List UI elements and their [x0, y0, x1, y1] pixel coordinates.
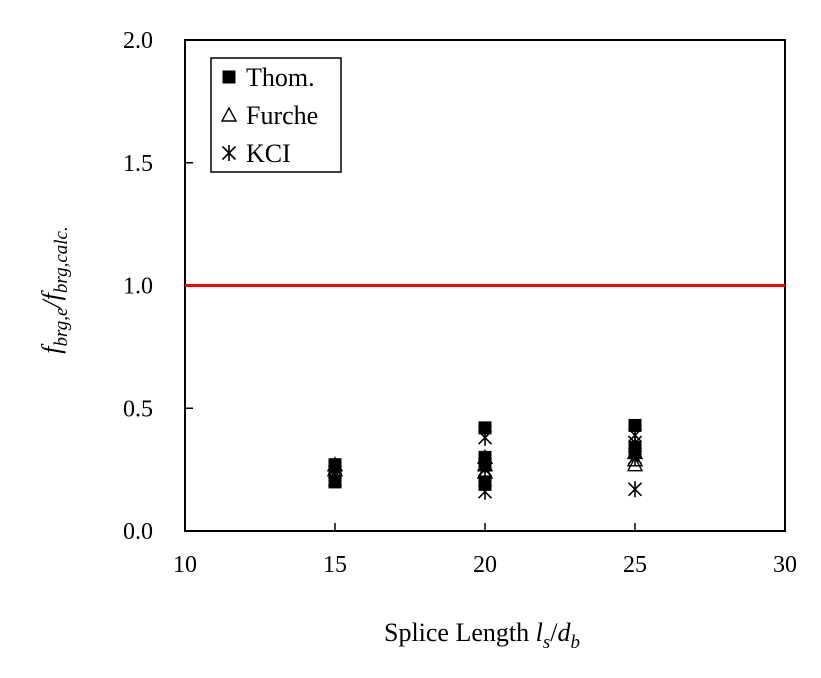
- y-label-sub1: brg,e: [51, 308, 72, 347]
- data-point: [627, 434, 643, 451]
- x-label-slash: /: [550, 618, 558, 647]
- legend-marker: [222, 70, 236, 84]
- data-points: [326, 418, 644, 500]
- y-tick-label: 1.0: [123, 274, 153, 300]
- x-tick-label: 10: [173, 552, 197, 578]
- y-tick-label: 2.0: [123, 28, 153, 54]
- x-label-l: l: [536, 618, 543, 647]
- data-point: [626, 451, 644, 467]
- data-point: [628, 418, 642, 432]
- x-label-s: s: [543, 632, 550, 653]
- data-point: [626, 456, 644, 472]
- legend-marker: [221, 145, 237, 161]
- y-label-f2: f: [37, 289, 66, 300]
- x-axis-title: Splice Length ls/db: [384, 618, 580, 653]
- data-point: [627, 481, 643, 498]
- data-point: [477, 429, 493, 446]
- data-point: [627, 449, 643, 466]
- y-label-slash: /: [37, 298, 66, 310]
- data-point: [327, 471, 343, 488]
- data-point: [477, 483, 493, 500]
- legend-label: Furche: [246, 101, 318, 130]
- x-tick-label: 30: [773, 552, 797, 578]
- data-point: [478, 421, 492, 435]
- data-point: [477, 461, 493, 478]
- axis-ticks: 10 15 20 25 30 0.0 0.5 1.0 1.5 2.0: [123, 28, 797, 578]
- series-kci: [327, 427, 643, 500]
- legend: Thom. Furche KCI: [210, 57, 342, 173]
- x-tick-label: 20: [473, 552, 497, 578]
- data-point: [476, 463, 494, 479]
- x-tick-label: 25: [623, 552, 647, 578]
- legend-label: KCI: [246, 139, 291, 168]
- y-tick-label: 1.5: [123, 151, 153, 177]
- y-axis-title: fbrg,e/fbrg,calc.: [37, 226, 72, 353]
- x-tick-label: 15: [323, 552, 347, 578]
- x-label-b: b: [571, 632, 581, 653]
- y-label-sub2: brg,calc.: [51, 226, 72, 293]
- y-tick-label: 0.5: [123, 396, 153, 422]
- legend-marker: [220, 106, 238, 122]
- x-label-d: d: [558, 618, 572, 647]
- x-label-text: Splice Length: [384, 618, 536, 647]
- y-tick-label: 0.0: [123, 519, 153, 545]
- legend-label: Thom.: [246, 63, 315, 92]
- y-label-f1: f: [37, 343, 66, 354]
